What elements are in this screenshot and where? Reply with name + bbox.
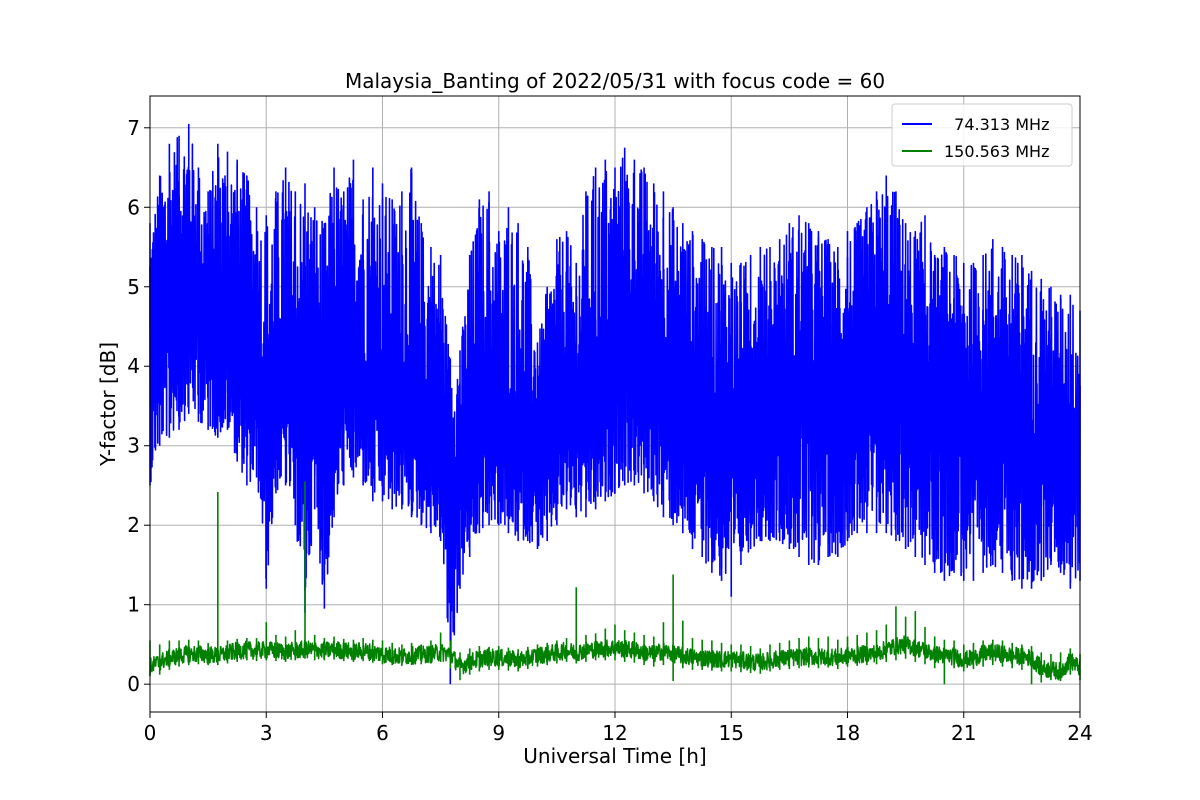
y-tick-label: 0 [127, 672, 140, 696]
x-tick-label: 24 [1067, 721, 1092, 745]
y-axis-label: Y-factor [dB] [96, 342, 120, 467]
y-tick-label: 1 [127, 593, 140, 617]
x-tick-label: 0 [144, 721, 157, 745]
y-tick-label: 3 [127, 434, 140, 458]
y-tick-label: 2 [127, 513, 140, 537]
x-tick-label: 15 [719, 721, 744, 745]
x-tick-label: 3 [260, 721, 273, 745]
y-tick-label: 5 [127, 275, 140, 299]
y-tick-label: 6 [127, 195, 140, 219]
y-tick-label: 4 [127, 354, 140, 378]
x-tick-label: 18 [835, 721, 860, 745]
legend-box [891, 103, 1073, 167]
x-tick-label: 9 [492, 721, 505, 745]
x-tick-label: 21 [951, 721, 976, 745]
legend-label-series-1: 74.313 MHz [944, 115, 1049, 134]
x-axis-label: Universal Time [h] [523, 744, 706, 768]
chart-title: Malaysia_Banting of 2022/05/31 with focu… [345, 69, 885, 93]
x-tick-label: 6 [376, 721, 389, 745]
y-tick-label: 7 [127, 116, 140, 140]
legend: 74.313 MHz 150.563 MHz [891, 103, 1073, 167]
x-tick-label: 12 [602, 721, 627, 745]
legend-label-series-2: 150.563 MHz [944, 142, 1049, 161]
